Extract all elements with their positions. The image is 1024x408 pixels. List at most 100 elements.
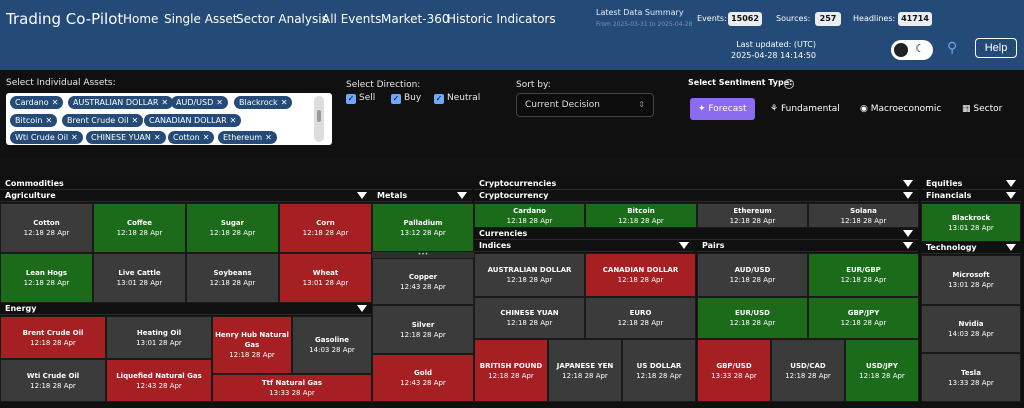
info-icon[interactable]: i: [784, 79, 794, 89]
tile-euro[interactable]: EURO 12:18 28 Apr: [585, 297, 696, 339]
section-financials[interactable]: Financials: [921, 190, 1021, 202]
tile-japanese-yen[interactable]: JAPANESE YEN 12:18 28 Apr: [548, 339, 622, 402]
asset-multiselect[interactable]: Cardano ✕ AUSTRALIAN DOLLAR ✕ AUD/USD ✕ Bla…: [6, 93, 332, 145]
sort-select[interactable]: Current Decision ⇕: [516, 93, 654, 117]
close-icon[interactable]: ✕: [202, 133, 210, 142]
section-currencies[interactable]: Currencies: [474, 228, 918, 240]
tile-gbp-jpy[interactable]: GBP/JPY 12:18 28 Apr: [808, 297, 919, 339]
asset-tag[interactable]: Bitcoin ✕: [10, 114, 58, 127]
tile-sugar[interactable]: Sugar 12:18 28 Apr: [186, 203, 279, 253]
asset-tag[interactable]: AUSTRALIAN DOLLAR ✕: [68, 96, 174, 109]
close-icon[interactable]: ✕: [265, 133, 272, 142]
tile-palladium[interactable]: Palladium 13:12 28 Apr: [372, 203, 474, 252]
close-icon[interactable]: ✕: [153, 133, 161, 142]
collapse-icon[interactable]: [903, 242, 913, 249]
tile-nvidia[interactable]: Nvidia 14:03 28 Apr: [921, 305, 1021, 353]
sentiment-sector-button[interactable]: ▦ Sector: [962, 104, 1003, 114]
collapse-icon[interactable]: [457, 192, 467, 199]
scroll-thumb[interactable]: [317, 110, 321, 122]
tile-copper[interactable]: Copper 12:43 28 Apr: [372, 258, 474, 305]
tile-aud-usd[interactable]: AUD/USD 12:18 28 Apr: [697, 253, 808, 297]
check-icon[interactable]: ✓: [434, 94, 444, 104]
close-icon[interactable]: ✕: [51, 98, 59, 107]
asset-tag[interactable]: AUD/USD ✕: [171, 96, 228, 109]
tile-microsoft[interactable]: Microsoft 13:01 28 Apr: [921, 255, 1021, 305]
tile-usd-jpy[interactable]: USD/JPY 12:18 28 Apr: [845, 339, 919, 402]
close-icon[interactable]: ✕: [216, 98, 223, 107]
tile-lean-hogs[interactable]: Lean Hogs 12:18 28 Apr: [0, 253, 93, 303]
sentiment-fundamental-button[interactable]: ⚘ Fundamental: [770, 104, 840, 114]
tile-usd-cad[interactable]: USD/CAD 12:18 28 Apr: [771, 339, 845, 402]
tile-solana[interactable]: Solana 12:18 28 Apr: [808, 203, 919, 228]
close-icon[interactable]: ✕: [131, 116, 139, 125]
section-technology[interactable]: Technology: [921, 242, 1021, 254]
buy-checkbox[interactable]: ✓ Buy: [391, 93, 422, 104]
section-cryptocurrency[interactable]: Cryptocurrency: [474, 190, 918, 202]
tile-cardano[interactable]: Cardano 12:18 28 Apr: [474, 203, 585, 228]
nav-historic-indicators[interactable]: Historic Indicators: [447, 12, 556, 26]
asset-tag[interactable]: Blackrock ✕: [234, 96, 293, 109]
tile-brent-crude-oil[interactable]: Brent Crude Oil 12:18 28 Apr: [0, 316, 106, 359]
section-indices[interactable]: Indices: [474, 240, 694, 252]
collapse-icon[interactable]: [1006, 180, 1016, 187]
section-commodities[interactable]: Commodities: [0, 178, 472, 190]
nav-all-events[interactable]: All Events: [322, 12, 382, 26]
tile-cotton[interactable]: Cotton 12:18 28 Apr: [0, 203, 93, 253]
nav-sector-analysis[interactable]: Sector Analysis: [236, 12, 328, 26]
section-energy[interactable]: Energy: [0, 303, 372, 315]
close-icon[interactable]: ✕: [161, 98, 169, 107]
asset-tag[interactable]: Cotton ✕: [168, 131, 215, 144]
tile-liquefied-natural-gas[interactable]: Liquefied Natural Gas 12:43 28 Apr: [106, 359, 212, 402]
help-button[interactable]: Help: [975, 38, 1017, 58]
asset-tag[interactable]: Ethereum ✕: [218, 131, 277, 144]
tile-ttf-natural-gas[interactable]: Ttf Natural Gas 13:33 28 Apr: [212, 374, 372, 402]
section-cryptocurrencies[interactable]: Cryptocurrencies: [474, 178, 918, 190]
user-icon[interactable]: ⚲: [947, 40, 958, 56]
close-icon[interactable]: ✕: [45, 116, 53, 125]
neutral-checkbox[interactable]: ✓ Neutral: [434, 93, 481, 104]
tile-soybeans[interactable]: Soybeans 12:18 28 Apr: [186, 253, 279, 303]
tile-blackrock[interactable]: Blackrock 13:01 28 Apr: [921, 203, 1021, 242]
sell-checkbox[interactable]: ✓ Sell: [346, 93, 376, 104]
tile-us-dollar[interactable]: US DOLLAR 12:18 28 Apr: [622, 339, 696, 402]
close-icon[interactable]: ✕: [229, 116, 237, 125]
sentiment-forecast-button[interactable]: ✦ Forecast: [690, 98, 755, 120]
tile-chinese-yuan[interactable]: CHINESE YUAN 12:18 28 Apr: [474, 297, 585, 339]
tile-silver[interactable]: Silver 12:18 28 Apr: [372, 305, 474, 354]
collapse-icon[interactable]: [1006, 192, 1016, 199]
tile-gbp-usd[interactable]: GBP/USD 13:33 28 Apr: [697, 339, 771, 402]
tile-gold[interactable]: Gold 12:43 28 Apr: [372, 354, 474, 402]
tile-canadian-dollar[interactable]: CANADIAN DOLLAR 12:18 28 Apr: [585, 253, 696, 297]
tile-bitcoin[interactable]: Bitcoin 12:18 28 Apr: [585, 203, 697, 228]
collapse-icon[interactable]: [1006, 244, 1016, 251]
nav-single-asset[interactable]: Single Asset: [164, 12, 238, 26]
check-icon[interactable]: ✓: [391, 94, 401, 104]
tile-coffee[interactable]: Coffee 12:18 28 Apr: [93, 203, 186, 253]
close-icon[interactable]: ✕: [71, 133, 78, 142]
tile-wheat[interactable]: Wheat 13:01 28 Apr: [279, 253, 372, 303]
asset-tag[interactable]: Cardano ✕: [10, 96, 64, 109]
asset-tag[interactable]: CANADIAN DOLLAR ✕: [144, 114, 242, 127]
section-agriculture[interactable]: Agriculture: [0, 190, 372, 202]
nav-market-360[interactable]: Market-360: [381, 12, 450, 26]
collapse-icon[interactable]: [903, 230, 913, 237]
theme-toggle[interactable]: ☾: [891, 40, 933, 60]
section-equities[interactable]: Equities: [921, 178, 1021, 190]
collapse-icon[interactable]: [357, 305, 367, 312]
tile-british-pound[interactable]: BRITISH POUND 12:18 28 Apr: [474, 339, 548, 402]
asset-tag[interactable]: CHINESE YUAN ✕: [86, 131, 166, 144]
app-brand[interactable]: Trading Co-Pilot: [6, 10, 124, 28]
tile-tesla[interactable]: Tesla 13:33 28 Apr: [921, 353, 1021, 402]
tile-eur-gbp[interactable]: EUR/GBP 12:18 28 Apr: [808, 253, 919, 297]
collapse-icon[interactable]: [903, 180, 913, 187]
tile-corn[interactable]: Corn 12:18 28 Apr: [279, 203, 372, 253]
collapse-icon[interactable]: [679, 242, 689, 249]
sentiment-macro-button[interactable]: ◉ Macroeconomic: [860, 104, 942, 114]
tile-ethereum[interactable]: Ethereum 12:18 28 Apr: [697, 203, 808, 228]
tile-henry-hub-natural-gas[interactable]: Henry Hub Natural Gas 12:18 28 Apr: [212, 316, 292, 374]
tile-gasoline[interactable]: Gasoline 14:03 28 Apr: [292, 316, 372, 374]
tile-eur-usd[interactable]: EUR/USD 12:18 28 Apr: [697, 297, 808, 339]
asset-tag[interactable]: Wti Crude Oil ✕: [10, 131, 83, 144]
tile-australian-dollar[interactable]: AUSTRALIAN DOLLAR 12:18 28 Apr: [474, 253, 585, 297]
asset-scrollbar[interactable]: [314, 96, 324, 142]
